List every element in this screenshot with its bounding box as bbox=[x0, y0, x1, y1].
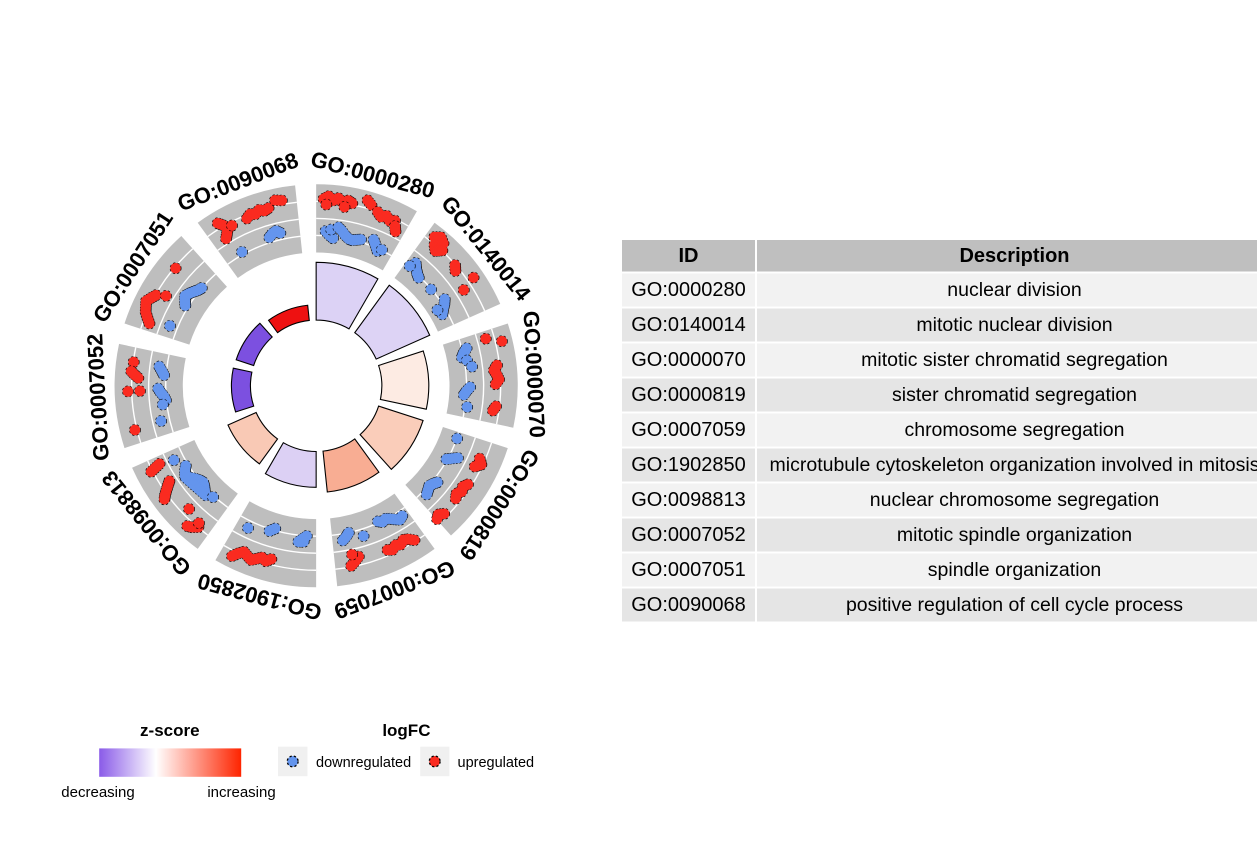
svg-text:chromosome segregation: chromosome segregation bbox=[904, 419, 1124, 441]
svg-text:logFC: logFC bbox=[382, 721, 430, 740]
svg-text:GO:0098813: GO:0098813 bbox=[631, 489, 746, 511]
svg-text:ID: ID bbox=[679, 245, 699, 267]
svg-text:GO:0007059: GO:0007059 bbox=[631, 419, 746, 441]
svg-text:spindle organization: spindle organization bbox=[928, 559, 1101, 581]
svg-text:GO:0000280: GO:0000280 bbox=[631, 279, 746, 301]
svg-text:GO:0000070: GO:0000070 bbox=[631, 349, 746, 371]
svg-text:sister chromatid segregation: sister chromatid segregation bbox=[892, 384, 1137, 406]
svg-text:decreasing: decreasing bbox=[61, 784, 134, 801]
svg-text:GO:0140014: GO:0140014 bbox=[631, 314, 746, 336]
svg-text:nuclear chromosome segregation: nuclear chromosome segregation bbox=[870, 489, 1159, 511]
svg-text:mitotic nuclear division: mitotic nuclear division bbox=[916, 314, 1112, 336]
svg-text:downregulated: downregulated bbox=[316, 755, 411, 771]
svg-text:mitotic spindle organization: mitotic spindle organization bbox=[897, 524, 1132, 546]
svg-text:GO:0007051: GO:0007051 bbox=[631, 559, 746, 581]
svg-text:GO:0007052: GO:0007052 bbox=[631, 524, 746, 546]
svg-text:upregulated: upregulated bbox=[458, 755, 535, 771]
svg-text:GO:1902850: GO:1902850 bbox=[631, 454, 746, 476]
svg-text:microtubule cytoskeleton organ: microtubule cytoskeleton organization in… bbox=[770, 454, 1257, 476]
svg-text:GO:0000819: GO:0000819 bbox=[631, 384, 746, 406]
svg-text:mitotic sister chromatid segre: mitotic sister chromatid segregation bbox=[861, 349, 1168, 371]
svg-text:positive regulation of cell cy: positive regulation of cell cycle proces… bbox=[846, 594, 1183, 616]
svg-text:nuclear division: nuclear division bbox=[947, 279, 1081, 301]
svg-text:increasing: increasing bbox=[207, 784, 275, 801]
svg-text:Description: Description bbox=[959, 245, 1069, 267]
svg-text:GO:0090068: GO:0090068 bbox=[631, 594, 746, 616]
svg-text:z-score: z-score bbox=[140, 721, 200, 740]
